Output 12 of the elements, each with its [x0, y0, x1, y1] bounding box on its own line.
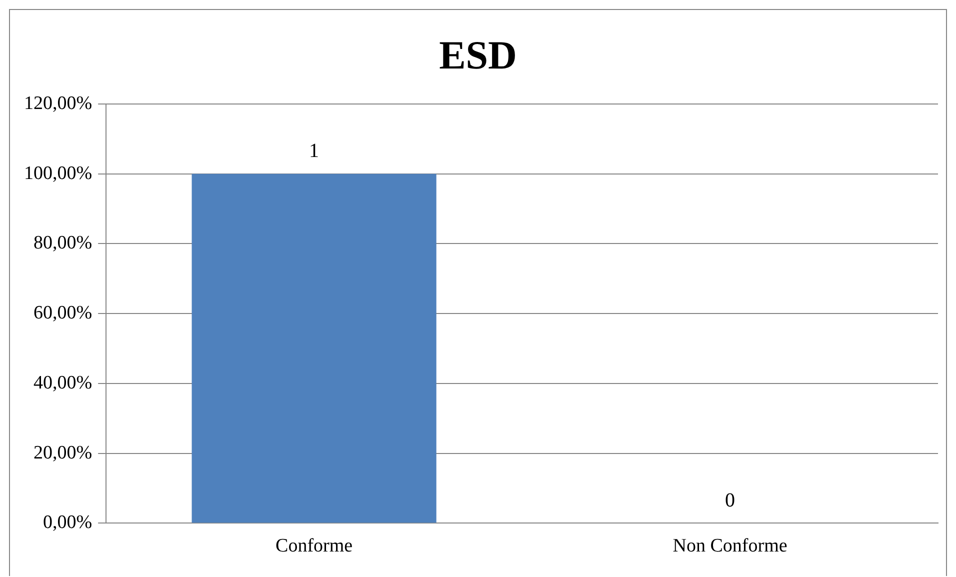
data-label: 0 — [725, 489, 736, 512]
y-tick-label: 100,00% — [24, 162, 92, 184]
y-tick-label: 40,00% — [34, 372, 92, 394]
y-tick-label: 20,00% — [34, 442, 92, 464]
y-tick-label: 120,00% — [24, 92, 92, 114]
x-tick-label: Conforme — [276, 536, 353, 557]
data-label: 1 — [309, 140, 320, 162]
x-tick-label: Non Conforme — [672, 536, 788, 557]
chart-title: ESD — [439, 32, 517, 78]
y-tick-label: 0,00% — [43, 512, 92, 534]
y-tick-label: 80,00% — [34, 232, 92, 254]
y-tick-label: 60,00% — [34, 302, 92, 324]
